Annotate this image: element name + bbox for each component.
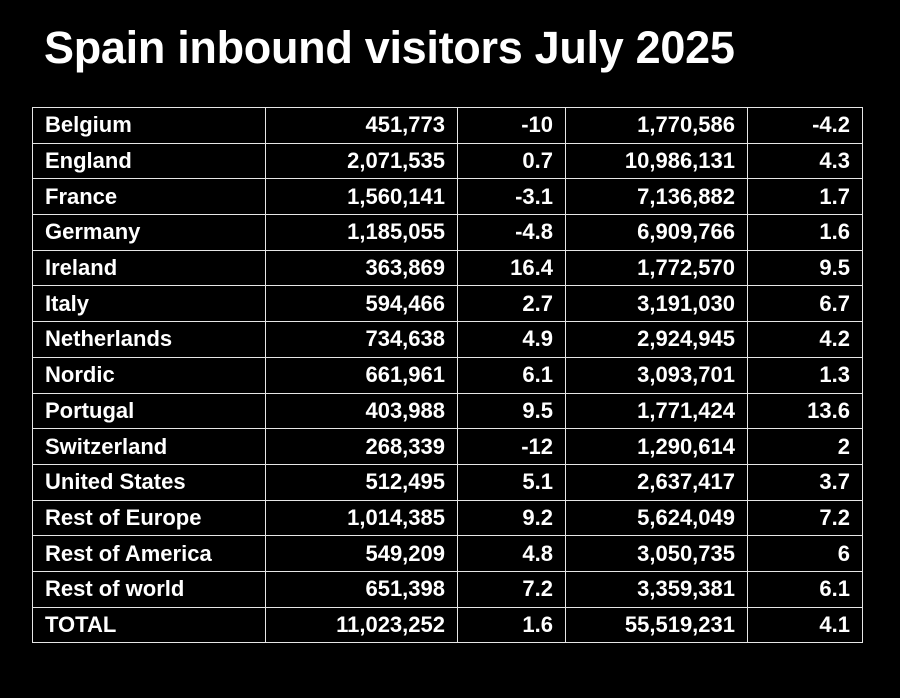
ytd-change-cell: 1.3 [747, 356, 863, 394]
country-cell: France [32, 178, 266, 216]
country-cell: United States [32, 463, 266, 501]
ytd-visitors-cell: 3,191,030 [565, 285, 748, 323]
ytd-visitors-cell: 55,519,231 [565, 606, 748, 644]
july-visitors-cell: 268,339 [265, 428, 458, 465]
july-change-cell: 6.1 [457, 356, 566, 394]
ytd-change-cell: 4.1 [747, 606, 863, 644]
ytd-visitors-cell: 1,772,570 [565, 249, 748, 287]
ytd-change-cell: 4.2 [747, 321, 863, 358]
table-row: France 1,560,141 -3.1 7,136,882 1.7 [32, 178, 863, 216]
july-change-cell: -3.1 [457, 178, 566, 216]
july-change-cell: 4.8 [457, 535, 566, 572]
july-change-cell: 4.9 [457, 321, 566, 358]
country-cell: TOTAL [32, 606, 266, 644]
table-row: Netherlands 734,638 4.9 2,924,945 4.2 [32, 321, 863, 358]
july-change-cell: 5.1 [457, 463, 566, 501]
ytd-visitors-cell: 3,359,381 [565, 570, 748, 608]
july-change-cell: -4.8 [457, 214, 566, 251]
country-cell: Germany [32, 214, 266, 251]
country-cell: Italy [32, 285, 266, 323]
table-row: Nordic 661,961 6.1 3,093,701 1.3 [32, 356, 863, 394]
ytd-visitors-cell: 1,771,424 [565, 392, 748, 430]
ytd-visitors-cell: 2,924,945 [565, 321, 748, 358]
july-change-cell: 0.7 [457, 142, 566, 180]
ytd-change-cell: -4.2 [747, 107, 863, 144]
table-row: Belgium 451,773 -10 1,770,586 -4.2 [32, 107, 863, 144]
country-cell: Rest of Europe [32, 499, 266, 537]
table-row: Ireland 363,869 16.4 1,772,570 9.5 [32, 249, 863, 287]
table-row: Portugal 403,988 9.5 1,771,424 13.6 [32, 392, 863, 430]
ytd-change-cell: 1.7 [747, 178, 863, 216]
ytd-change-cell: 1.6 [747, 214, 863, 251]
ytd-change-cell: 6.1 [747, 570, 863, 608]
country-cell: England [32, 142, 266, 180]
ytd-visitors-cell: 2,637,417 [565, 463, 748, 501]
ytd-visitors-cell: 3,050,735 [565, 535, 748, 572]
ytd-change-cell: 2 [747, 428, 863, 465]
ytd-change-cell: 7.2 [747, 499, 863, 537]
july-change-cell: 16.4 [457, 249, 566, 287]
ytd-visitors-cell: 1,290,614 [565, 428, 748, 465]
country-cell: Portugal [32, 392, 266, 430]
july-visitors-cell: 451,773 [265, 107, 458, 144]
july-visitors-cell: 734,638 [265, 321, 458, 358]
july-visitors-cell: 651,398 [265, 570, 458, 608]
table-row: Italy 594,466 2.7 3,191,030 6.7 [32, 285, 863, 323]
visitors-table: Belgium 451,773 -10 1,770,586 -4.2 England 2,0… [32, 107, 863, 644]
table-row: Rest of America 549,209 4.8 3,050,735 6 [32, 535, 863, 572]
july-visitors-cell: 11,023,252 [265, 606, 458, 644]
ytd-change-cell: 3.7 [747, 463, 863, 501]
july-change-cell: 7.2 [457, 570, 566, 608]
ytd-change-cell: 6.7 [747, 285, 863, 323]
ytd-visitors-cell: 10,986,131 [565, 142, 748, 180]
table-row: Germany 1,185,055 -4.8 6,909,766 1.6 [32, 214, 863, 251]
ytd-change-cell: 6 [747, 535, 863, 572]
ytd-visitors-cell: 6,909,766 [565, 214, 748, 251]
july-change-cell: 2.7 [457, 285, 566, 323]
table-row: Rest of Europe 1,014,385 9.2 5,624,049 7.2 [32, 499, 863, 537]
july-change-cell: 9.5 [457, 392, 566, 430]
july-visitors-cell: 363,869 [265, 249, 458, 287]
ytd-change-cell: 4.3 [747, 142, 863, 180]
table-row: Rest of world 651,398 7.2 3,359,381 6.1 [32, 570, 863, 608]
ytd-change-cell: 9.5 [747, 249, 863, 287]
july-change-cell: -12 [457, 428, 566, 465]
july-change-cell: 9.2 [457, 499, 566, 537]
total-row: TOTAL 11,023,252 1.6 55,519,231 4.1 [32, 606, 863, 644]
july-visitors-cell: 549,209 [265, 535, 458, 572]
ytd-visitors-cell: 1,770,586 [565, 107, 748, 144]
ytd-visitors-cell: 7,136,882 [565, 178, 748, 216]
ytd-visitors-cell: 3,093,701 [565, 356, 748, 394]
page-title: Spain inbound visitors July 2025 [44, 22, 735, 73]
july-change-cell: -10 [457, 107, 566, 144]
table-row: England 2,071,535 0.7 10,986,131 4.3 [32, 142, 863, 180]
country-cell: Rest of world [32, 570, 266, 608]
ytd-visitors-cell: 5,624,049 [565, 499, 748, 537]
table-row: United States 512,495 5.1 2,637,417 3.7 [32, 463, 863, 501]
table-body: Belgium 451,773 -10 1,770,586 -4.2 England 2,0… [32, 107, 863, 644]
july-visitors-cell: 1,185,055 [265, 214, 458, 251]
july-visitors-cell: 2,071,535 [265, 142, 458, 180]
country-cell: Nordic [32, 356, 266, 394]
country-cell: Rest of America [32, 535, 266, 572]
july-visitors-cell: 512,495 [265, 463, 458, 501]
country-cell: Netherlands [32, 321, 266, 358]
july-visitors-cell: 403,988 [265, 392, 458, 430]
july-visitors-cell: 661,961 [265, 356, 458, 394]
table-row: Switzerland 268,339 -12 1,290,614 2 [32, 428, 863, 465]
july-visitors-cell: 594,466 [265, 285, 458, 323]
july-visitors-cell: 1,560,141 [265, 178, 458, 216]
july-change-cell: 1.6 [457, 606, 566, 644]
country-cell: Switzerland [32, 428, 266, 465]
july-visitors-cell: 1,014,385 [265, 499, 458, 537]
country-cell: Belgium [32, 107, 266, 144]
country-cell: Ireland [32, 249, 266, 287]
ytd-change-cell: 13.6 [747, 392, 863, 430]
